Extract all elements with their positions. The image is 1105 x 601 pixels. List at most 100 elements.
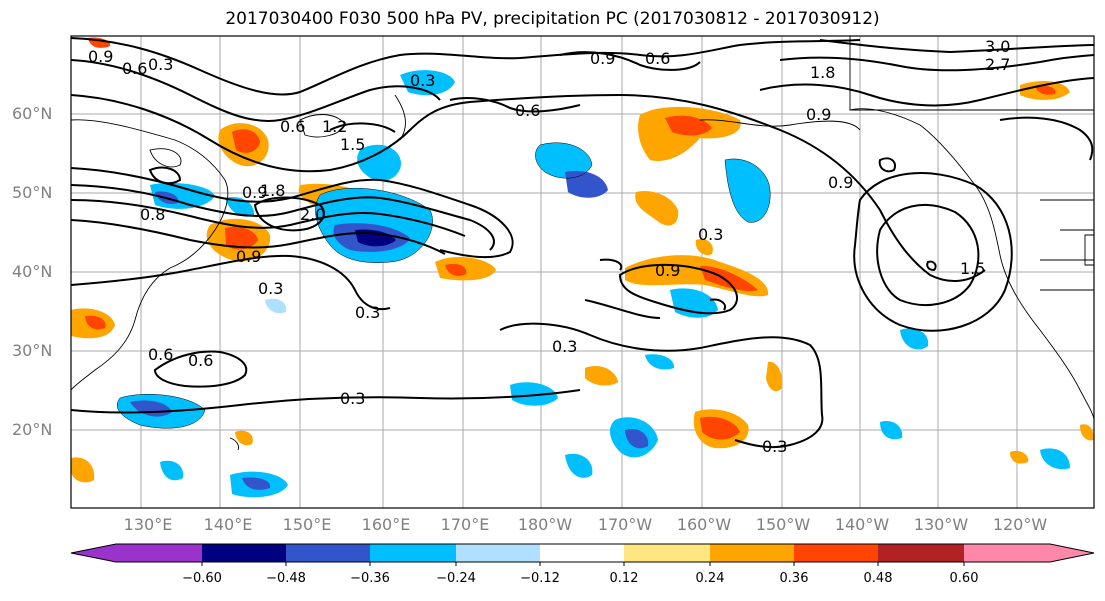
- lon-label: 140°E: [203, 515, 253, 534]
- lon-label: 120°W: [992, 515, 1048, 534]
- contour-label: 1.2: [322, 117, 347, 136]
- contour-label: 2.7: [985, 55, 1010, 74]
- precip-positive-core: [700, 265, 758, 292]
- map-frame: [70, 35, 1095, 509]
- lat-label: 60°N: [12, 104, 53, 123]
- colorbar-segment: [370, 544, 456, 562]
- contour-label: 1.8: [810, 63, 835, 82]
- precip-negative-region: [725, 158, 771, 223]
- contour-label: 0.3: [762, 437, 787, 456]
- precip-negative-region: [565, 453, 593, 478]
- colorbar-segment: [202, 544, 286, 562]
- precip-positive-region: [585, 365, 618, 386]
- contour-label: 1.8: [260, 181, 285, 200]
- precip-negative-region: [357, 144, 401, 182]
- precip-positive-core: [700, 416, 740, 440]
- precip-positive-region: [71, 457, 95, 483]
- colorbar-tick-label: 0.24: [695, 571, 725, 586]
- map-title: 2017030400 F030 500 hPa PV, precipitatio…: [225, 9, 880, 29]
- contour-label-group: 0.9 0.6 0.3 0.3 0.9 0.6 3.0 2.7 1.8 0.6 …: [88, 37, 1010, 456]
- contour-label: 0.3: [340, 389, 365, 408]
- precip-negative-region: [160, 460, 184, 481]
- precip-positive-region: [235, 430, 253, 446]
- lon-label: 170°E: [440, 515, 490, 534]
- contour-label: 0.9: [236, 247, 261, 266]
- colorbar-tick-label: 0.60: [949, 571, 979, 586]
- colorbar-segment: [116, 544, 202, 562]
- colorbar: [70, 543, 1095, 566]
- lon-label: 160°E: [361, 515, 411, 534]
- pv-contours: [71, 37, 1094, 449]
- colorbar-segment: [794, 544, 878, 562]
- precip-positive-core: [1035, 85, 1056, 95]
- contour-label: 0.9: [88, 47, 113, 66]
- precip-negative-region: [1040, 448, 1070, 470]
- contour-label: 0.3: [355, 303, 380, 322]
- colorbar-min-arrow: [71, 544, 116, 562]
- contour-label: 0.6: [645, 49, 670, 68]
- colorbar-tick-label: −0.48: [266, 571, 306, 586]
- contour-label: 1.5: [340, 135, 365, 154]
- lon-label: 170°W: [597, 515, 653, 534]
- precip-negative-region: [400, 70, 455, 96]
- precip-negative-region: [900, 328, 929, 350]
- colorbar-segment: [456, 544, 540, 562]
- contour-label: 0.3: [258, 279, 283, 298]
- contour-label: 1.5: [960, 259, 985, 278]
- lon-label: 140°W: [834, 515, 890, 534]
- precip-outlines: [116, 142, 771, 429]
- precip-positive-region: [435, 256, 496, 281]
- precip-negative-core: [242, 477, 271, 490]
- precip-positive-region: [695, 238, 713, 256]
- lat-label: 30°N: [12, 341, 53, 360]
- colorbar-tick-label: 0.48: [863, 571, 893, 586]
- colorbar-segment: [710, 544, 794, 562]
- precip-negative-core: [625, 428, 649, 449]
- contour-label: 0.3: [410, 71, 435, 90]
- contour-label: 0.3: [552, 337, 577, 356]
- colorbar-segment: [624, 544, 710, 562]
- colorbar-segment: [964, 544, 1050, 562]
- contour-label: 0.3: [148, 55, 173, 74]
- lat-label: 40°N: [12, 262, 53, 281]
- contour-label: 0.9: [828, 173, 853, 192]
- precip-positive-core: [225, 226, 258, 250]
- precip-positive-core: [232, 129, 260, 153]
- precip-positive-region: [635, 190, 679, 226]
- lon-label: 150°E: [282, 515, 332, 534]
- precip-negative-region: [880, 420, 903, 440]
- contour-label: 0.9: [655, 261, 680, 280]
- precip-positive-core: [445, 264, 467, 276]
- colorbar-tick-label: −0.36: [350, 571, 390, 586]
- colorbar-tick-label: 0.12: [609, 571, 639, 586]
- lon-label: 130°W: [913, 515, 969, 534]
- colorbar-segment: [540, 544, 624, 562]
- colorbar-tick-label: −0.12: [520, 571, 560, 586]
- lon-label: 150°W: [755, 515, 811, 534]
- contour-label: 0.9: [242, 183, 267, 202]
- precip-positive-region: [1080, 424, 1094, 441]
- precip-positive-core: [85, 315, 106, 330]
- colorbar-tick-label: −0.60: [182, 571, 222, 586]
- colorbar-segment: [286, 544, 370, 562]
- contour-label: 0.6: [515, 101, 540, 120]
- precip-positive-region: [1010, 450, 1029, 464]
- contour-label: 0.6: [122, 59, 147, 78]
- precip-negative-core: [565, 170, 608, 198]
- lat-label: 50°N: [12, 183, 53, 202]
- contour-label: 0.6: [280, 117, 305, 136]
- precip-negative-region: [645, 354, 675, 370]
- contour-label: 0.6: [148, 345, 173, 364]
- contour-label: 3.0: [985, 37, 1010, 56]
- contour-label: 0.9: [806, 105, 831, 124]
- colorbar-max-arrow: [1050, 544, 1094, 562]
- colorbar-tick-label: 0.36: [779, 571, 809, 586]
- precip-negative-region: [535, 142, 592, 179]
- contour-label: 0.8: [140, 205, 165, 224]
- colorbar-segment: [878, 544, 964, 562]
- precip-positive-core: [665, 115, 712, 136]
- precip-negative-region: [510, 382, 558, 406]
- colorbar-outline: [70, 543, 1095, 563]
- precip-negative-region: [265, 298, 287, 314]
